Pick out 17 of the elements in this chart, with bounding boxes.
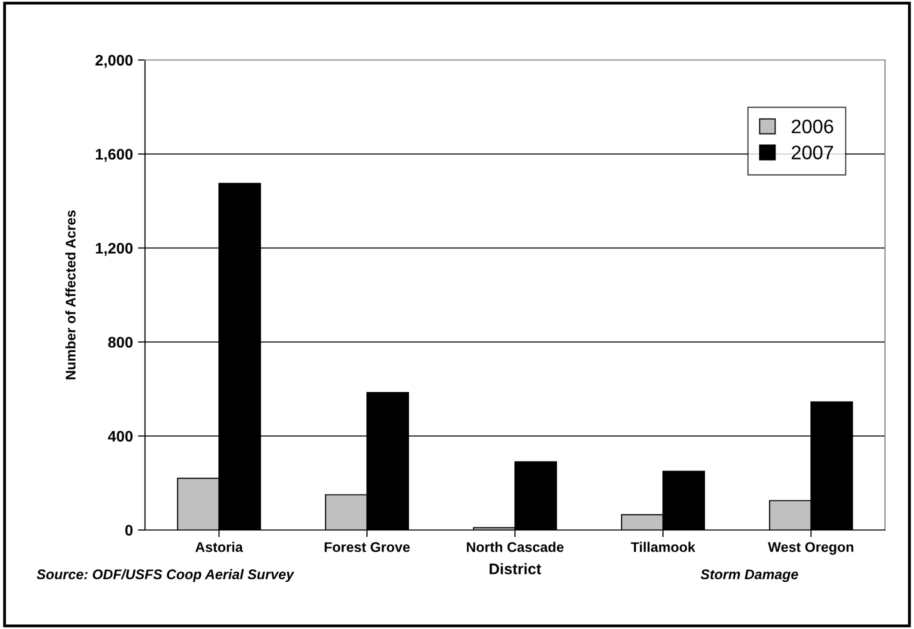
x-tick-label: North Cascade xyxy=(466,542,564,552)
source-note: Source: ODF/USFS Coop Aerial Survey xyxy=(36,569,294,582)
y-tick-label: 1,600 xyxy=(96,148,133,162)
text: Storm Damage xyxy=(700,569,798,582)
x-tick-label: Tillamook xyxy=(630,542,696,552)
y-tick-label: 800 xyxy=(108,336,133,348)
y-tick-label: 1,200 xyxy=(96,242,133,256)
y-tick-label: 400 xyxy=(108,430,133,442)
x-tick-label: West Oregon xyxy=(768,542,854,555)
y-tick-label: 2,000 xyxy=(95,54,133,68)
legend-label: 2006 xyxy=(792,120,834,134)
y-tick-label: 0 xyxy=(125,524,133,536)
x-tick-label: Astoria xyxy=(195,542,244,552)
y-axis-title: Number of Affected Acres xyxy=(65,210,76,380)
x-axis-title: District xyxy=(490,563,542,574)
legend-label: 2007 xyxy=(792,146,834,160)
x-tick-label: Forest Grove xyxy=(324,542,410,552)
